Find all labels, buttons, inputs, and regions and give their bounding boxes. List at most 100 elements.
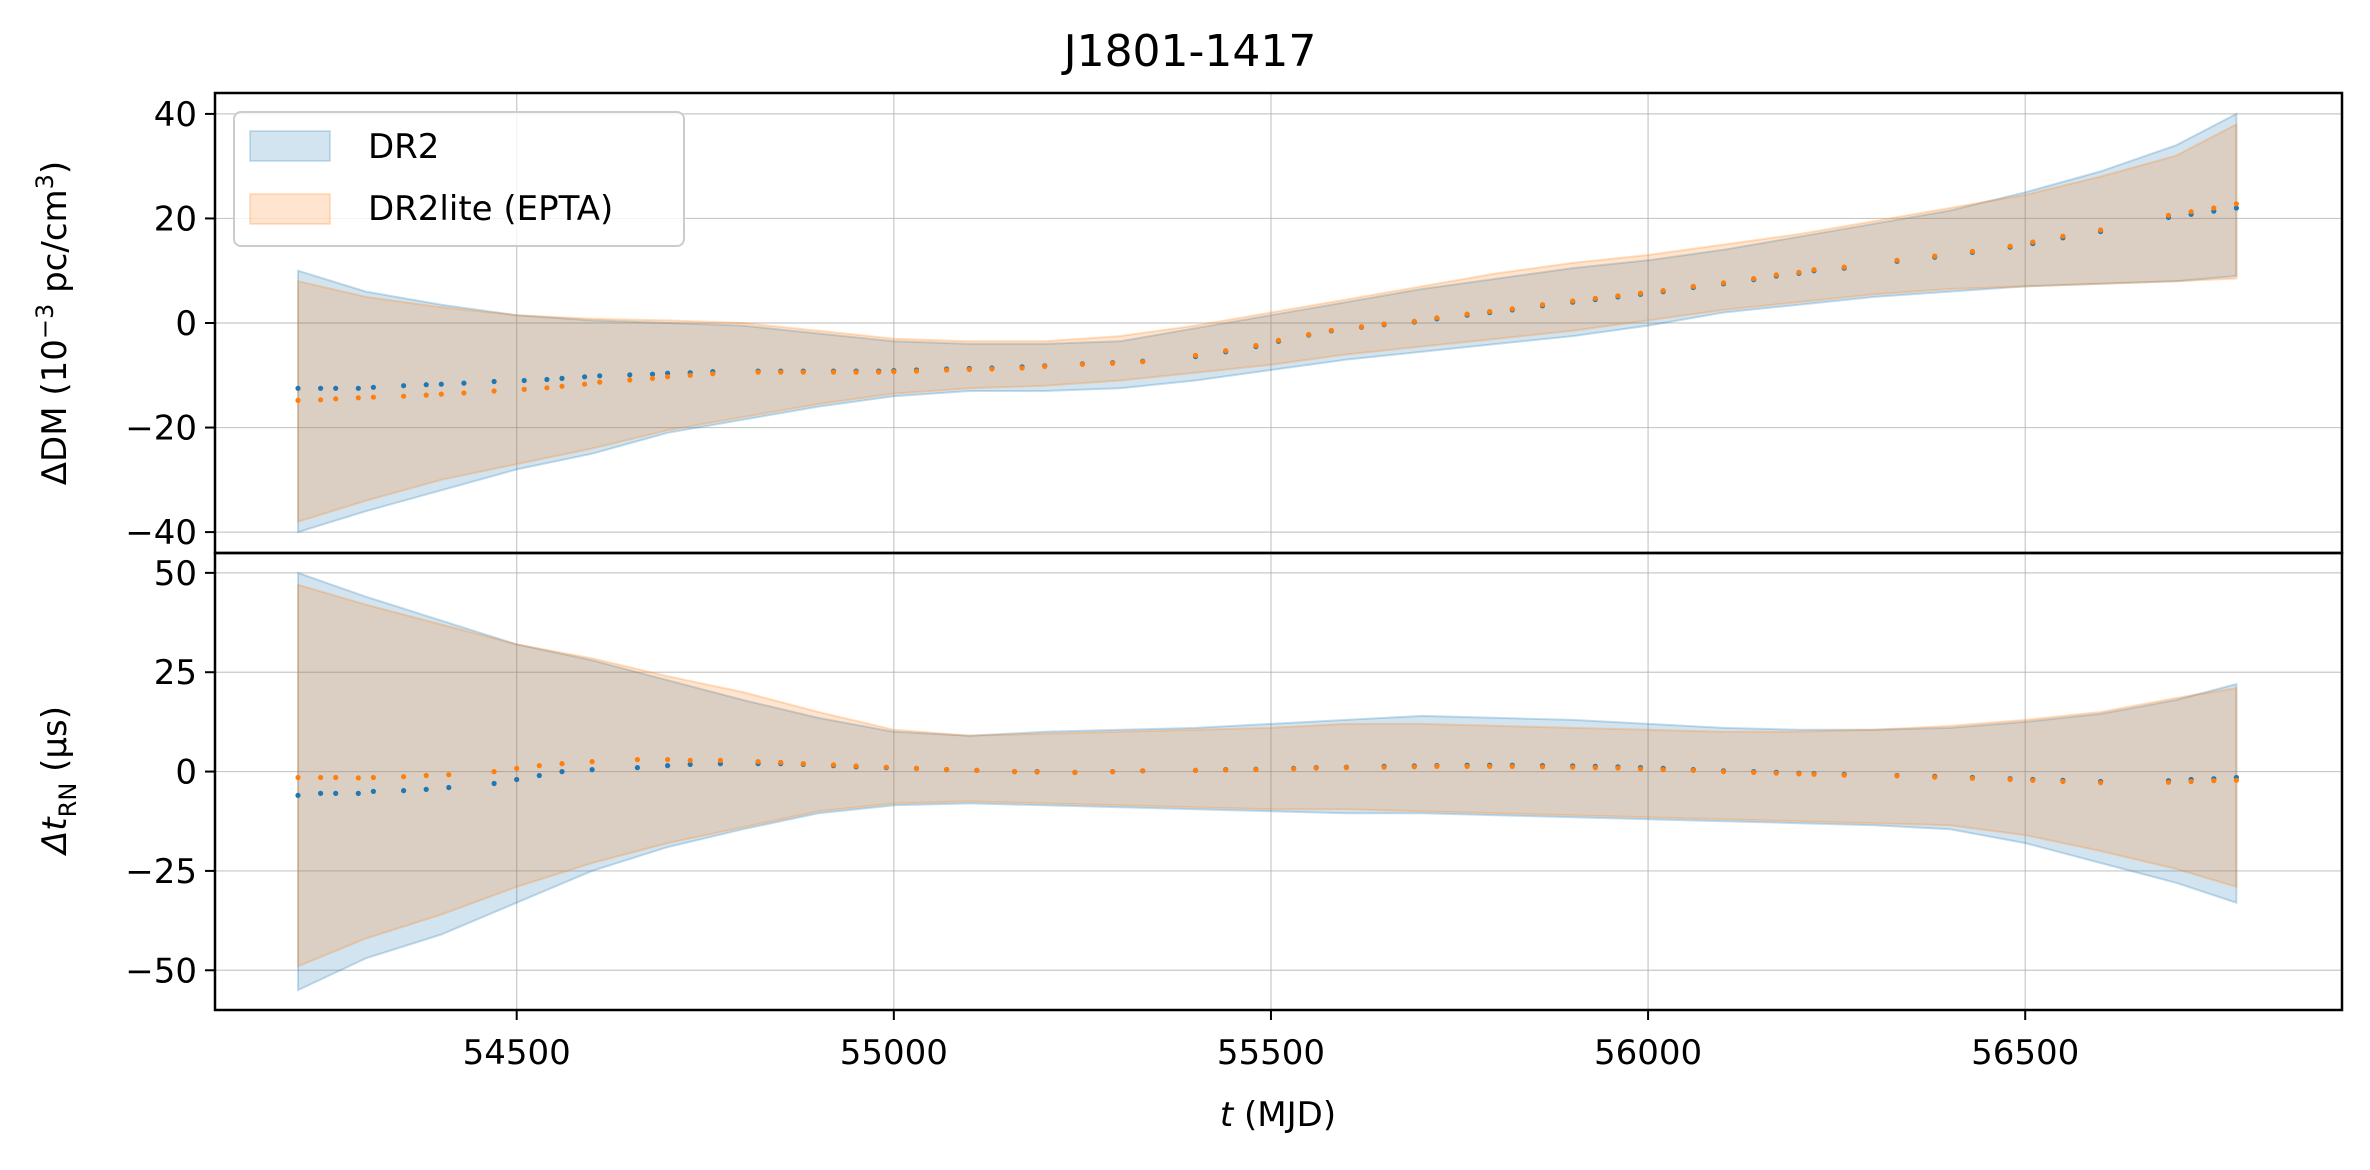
rn-ytick-label-0: 50 — [154, 554, 197, 594]
rn-point-1-14 — [665, 757, 671, 763]
dm-point-0-7 — [438, 381, 444, 387]
dm-point-1-14 — [597, 379, 603, 385]
rn-point-0-0 — [295, 792, 301, 799]
rn-point-1-49 — [1690, 767, 1696, 774]
rn-point-1-62 — [2098, 780, 2104, 786]
dm-point-1-67 — [2060, 233, 2066, 239]
rn-point-1-5 — [401, 774, 407, 780]
rn-point-1-59 — [2007, 776, 2013, 783]
rn-point-1-30 — [1140, 768, 1146, 774]
rn-point-1-9 — [514, 765, 520, 772]
dm-point-1-41 — [1328, 327, 1334, 333]
rn-point-1-46 — [1615, 765, 1621, 771]
rn-point-1-63 — [2165, 779, 2172, 785]
rn-point-0-8 — [491, 780, 497, 787]
rn-point-1-66 — [2233, 777, 2239, 783]
rn-point-0-3 — [355, 790, 361, 797]
rn-point-0-10 — [536, 772, 542, 779]
dm-point-1-45 — [1434, 315, 1440, 321]
rn-point-0-15 — [687, 761, 693, 768]
rn-point-1-44 — [1570, 764, 1576, 770]
x-tick-label-2: 55500 — [1217, 1033, 1325, 1073]
legend-label-dr2lite: DR2lite (EPTA) — [368, 189, 613, 229]
rn-point-1-19 — [800, 761, 806, 767]
rn-point-0-6 — [423, 786, 429, 793]
dm-point-1-70 — [2188, 209, 2194, 215]
dm-point-0-72 — [2233, 205, 2239, 211]
rn-point-1-51 — [1751, 769, 1757, 776]
rn-point-1-13 — [634, 757, 641, 763]
dm-point-0-13 — [582, 374, 588, 380]
rn-point-1-26 — [1011, 769, 1018, 775]
dm-point-0-4 — [370, 384, 376, 390]
dm-point-1-51 — [1592, 295, 1598, 301]
rn-point-1-53 — [1796, 771, 1802, 777]
rn-bands — [297, 571, 2238, 992]
dm-band-1 — [297, 122, 2238, 523]
rn-point-1-2 — [333, 774, 339, 781]
dm-point-1-68 — [2098, 227, 2104, 233]
rn-point-1-20 — [830, 762, 837, 768]
dm-point-1-71 — [2211, 205, 2217, 211]
rn-point-0-5 — [401, 788, 407, 794]
rn-point-1-21 — [853, 763, 859, 769]
dm-point-1-35 — [1140, 359, 1146, 365]
rn-point-0-11 — [559, 769, 565, 775]
dm-point-1-2 — [333, 396, 339, 402]
rn-band-1 — [297, 583, 2238, 968]
rn-point-0-7 — [446, 784, 452, 791]
rn-ylabel: ΔtRN (μs) — [35, 706, 82, 857]
rn-point-1-55 — [1841, 772, 1847, 778]
dm-point-1-42 — [1358, 324, 1365, 330]
rn-point-1-4 — [370, 774, 376, 781]
dm-point-1-8 — [461, 390, 467, 396]
rn-point-0-14 — [665, 763, 671, 769]
dm-point-1-63 — [1932, 253, 1938, 259]
dm-point-0-2 — [333, 385, 339, 391]
dm-point-1-21 — [778, 369, 784, 375]
dm-point-1-30 — [989, 366, 995, 372]
dm-ytick-label-4: −40 — [125, 513, 197, 553]
dm-point-0-14 — [597, 373, 603, 379]
dm-point-1-11 — [544, 385, 550, 391]
rn-ytick-label-4: −50 — [125, 951, 197, 991]
chart-title: J1801-1417 — [1061, 26, 1317, 77]
dm-point-0-0 — [295, 385, 301, 391]
dm-point-1-37 — [1223, 348, 1229, 354]
rn-point-0-4 — [370, 788, 376, 795]
rn-point-1-12 — [589, 759, 595, 765]
dm-point-0-11 — [544, 376, 550, 383]
dm-point-1-66 — [2030, 239, 2036, 245]
rn-point-0-2 — [333, 790, 339, 797]
dm-point-1-18 — [687, 372, 693, 378]
rn-point-1-48 — [1660, 767, 1666, 773]
rn-point-1-29 — [1110, 769, 1116, 775]
dm-point-1-24 — [853, 369, 859, 375]
dm-point-0-8 — [461, 380, 467, 386]
rn-point-1-45 — [1592, 765, 1598, 771]
dm-yticks: 40 20 0 −20 −40 — [125, 95, 215, 553]
dm-point-1-43 — [1381, 321, 1387, 327]
dm-point-1-34 — [1110, 360, 1116, 366]
dm-point-1-57 — [1751, 276, 1757, 282]
rn-point-1-52 — [1773, 770, 1779, 776]
rn-point-1-57 — [1932, 774, 1938, 780]
dm-point-1-3 — [355, 395, 361, 401]
dm-point-1-31 — [1019, 365, 1025, 371]
rn-ytick-label-2: 0 — [175, 753, 197, 793]
rn-point-0-12 — [589, 767, 595, 773]
x-tick-label-1: 55000 — [840, 1033, 948, 1073]
rn-point-0-9 — [514, 776, 520, 783]
dm-point-1-20 — [755, 369, 761, 375]
rn-point-1-40 — [1464, 763, 1470, 770]
dm-point-1-32 — [1042, 363, 1048, 369]
legend: DR2 DR2lite (EPTA) — [233, 111, 685, 247]
rn-point-1-7 — [446, 772, 452, 778]
dm-point-1-46 — [1464, 311, 1470, 317]
rn-point-1-61 — [2060, 778, 2066, 785]
rn-point-1-36 — [1343, 765, 1349, 771]
rn-point-1-60 — [2030, 777, 2036, 783]
dm-band-0 — [297, 112, 2238, 534]
rn-point-1-42 — [1509, 763, 1515, 770]
